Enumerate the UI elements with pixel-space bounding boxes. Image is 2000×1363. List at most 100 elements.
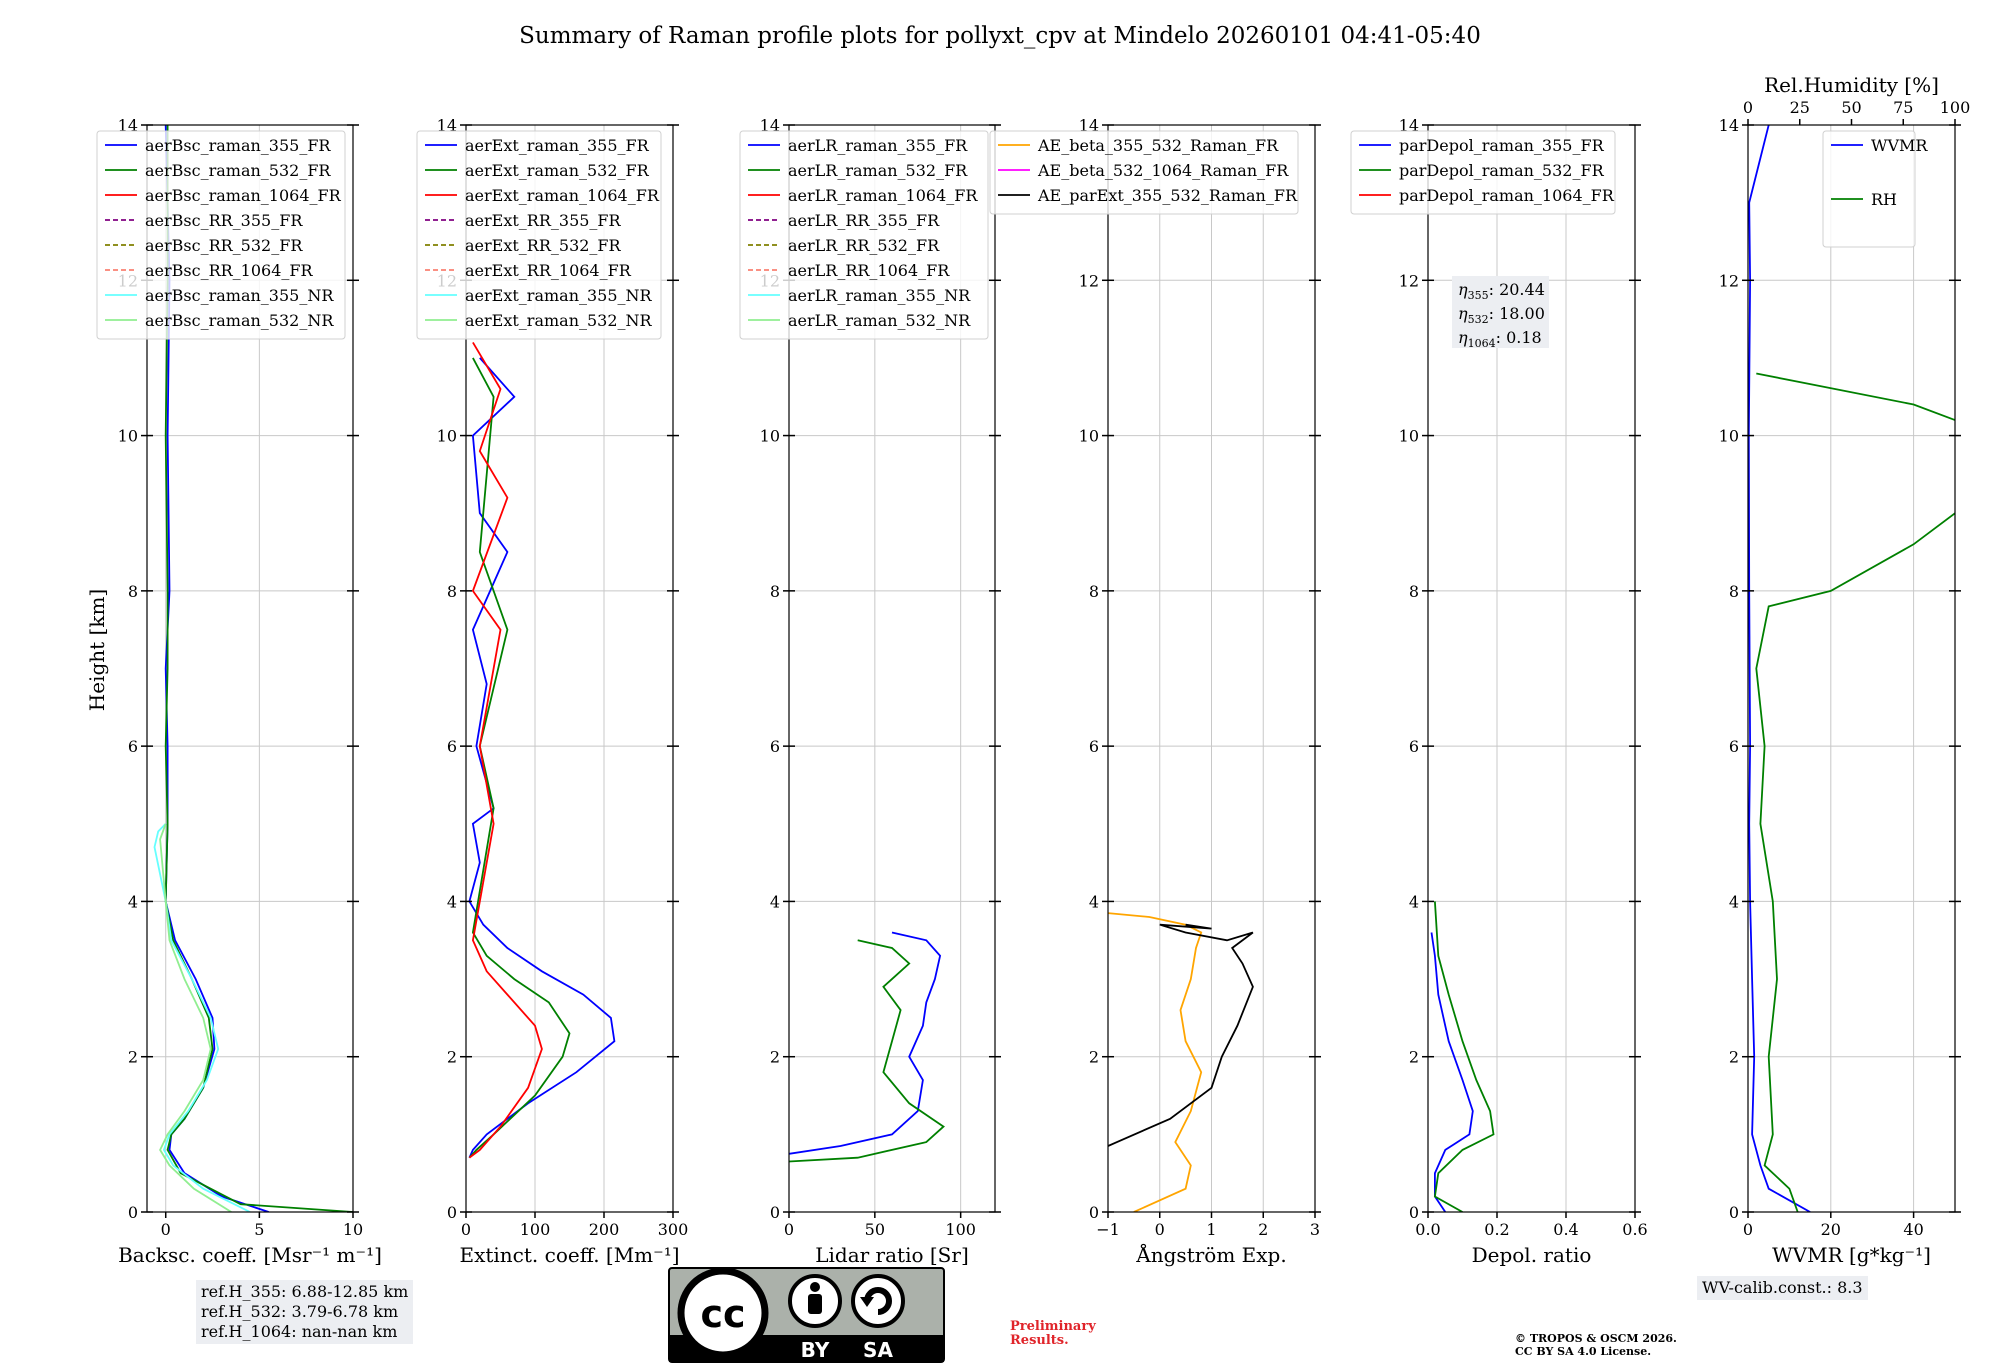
legend-box: [989, 130, 1299, 215]
legend-label: aerBsc_raman_532_FR: [145, 161, 331, 180]
ref-height-1064: ref.H_1064: nan-nan km: [201, 1322, 398, 1341]
axes-frame: [1427, 124, 1636, 1213]
y-tick-label: 10: [1399, 427, 1419, 446]
sa-icon: [851, 1274, 905, 1328]
x-tick-label: 0.2: [1484, 1220, 1509, 1239]
series-line-aerLR_raman_355_FR: [789, 931, 942, 1155]
y-tick-label: 4: [770, 892, 780, 911]
legend-label: aerLR_raman_532_NR: [788, 311, 971, 330]
x-tick-label: 200: [589, 1220, 620, 1239]
cc-icon-text: cc: [700, 1292, 745, 1336]
y-tick-label: 10: [437, 427, 457, 446]
y-tick-label: 2: [447, 1048, 457, 1067]
x-tick-label: 40: [1903, 1220, 1923, 1239]
x-axis-label: Backsc. coeff. [Msr⁻¹ m⁻¹]: [118, 1243, 382, 1267]
y-tick-label: 6: [1409, 737, 1419, 756]
x-tick-label: 0: [1155, 1220, 1165, 1239]
y-tick-label: 8: [1729, 582, 1739, 601]
legend-label: aerLR_RR_532_FR: [788, 236, 940, 255]
series-line-aerExt_raman_532_FR: [468, 357, 571, 1159]
y-tick-label: 12: [1079, 271, 1099, 290]
copyright-line1: © TROPOS & OSCM 2026.: [1515, 1332, 1677, 1345]
x-tick-label: 0: [161, 1220, 171, 1239]
y-tick-label: 14: [1719, 116, 1739, 135]
preliminary-results-note: Preliminary Results.: [1010, 1320, 1096, 1348]
x-tick-label: 0: [784, 1220, 794, 1239]
top-x-tick-label: 75: [1893, 98, 1913, 117]
legend-label: aerBsc_raman_355_FR: [145, 136, 331, 155]
x-tick-label: 50: [865, 1220, 885, 1239]
y-tick-label: 10: [760, 427, 780, 446]
y-tick-label: 8: [1089, 582, 1099, 601]
y-tick-label: 6: [1729, 737, 1739, 756]
series-group: [1748, 125, 1955, 1212]
legend-label: aerExt_raman_355_NR: [465, 286, 653, 305]
y-tick-label: 0: [1409, 1203, 1419, 1222]
sa-label: SA: [863, 1338, 893, 1362]
y-tick-label: 8: [128, 582, 138, 601]
series-group: [1430, 901, 1495, 1212]
series-group: [1108, 912, 1254, 1212]
chart-panel-5: 0 2 4 6 8 10 12 14 0.0 0.2 0.4 0.6 Depol. ratio parDe…: [1350, 116, 1648, 1267]
y-tick-label: 6: [770, 737, 780, 756]
legend-label: aerBsc_raman_355_NR: [145, 286, 334, 305]
y-axis-label: Height [km]: [85, 589, 109, 711]
top-x-tick-label: 0: [1743, 98, 1753, 117]
x-tick-label: 100: [945, 1220, 976, 1239]
x-tick-label: 5: [254, 1220, 264, 1239]
series-line-aerLR_raman_532_FR: [789, 939, 945, 1163]
y-tick-label: 8: [447, 582, 457, 601]
y-tick-label: 2: [770, 1048, 780, 1067]
series-group: [153, 125, 353, 1212]
top-x-tick-label: 25: [1790, 98, 1810, 117]
y-tick-label: 4: [128, 892, 138, 911]
legend-label: aerLR_raman_355_NR: [788, 286, 971, 305]
series-line-RH: [1755, 372, 1955, 1212]
legend-label: aerBsc_RR_355_FR: [145, 211, 303, 230]
legend-label: aerExt_RR_355_FR: [465, 211, 622, 230]
axes-frame: [1747, 124, 1956, 1213]
x-tick-label: 20: [1821, 1220, 1841, 1239]
x-tick-label: 0: [1743, 1220, 1753, 1239]
eta-annotation-box: [1452, 276, 1549, 348]
legend-label: aerLR_raman_355_FR: [788, 136, 968, 155]
y-tick-label: 12: [1719, 271, 1739, 290]
series-line-aerExt_raman_355_FR: [468, 357, 616, 1159]
x-axis-label: WVMR [g*kg⁻¹]: [1772, 1243, 1931, 1267]
y-tick-label: 12: [1399, 271, 1419, 290]
copyright-line2: CC BY SA 4.0 License.: [1515, 1345, 1652, 1358]
legend-label: aerExt_RR_532_FR: [465, 236, 622, 255]
x-axis-label: Depol. ratio: [1472, 1243, 1592, 1267]
legend-label: aerBsc_RR_1064_FR: [145, 261, 314, 280]
x-tick-label: 300: [658, 1220, 689, 1239]
series-line-aerBsc_raman_532_NR: [159, 823, 232, 1212]
y-tick-label: 0: [770, 1203, 780, 1222]
axes-frame: [146, 124, 354, 1213]
y-tick-label: 4: [1089, 892, 1099, 911]
reference-height-box: ref.H_355: 6.88-12.85 km ref.H_532: 3.79…: [196, 1280, 414, 1344]
legend-label: aerExt_raman_355_FR: [465, 136, 650, 155]
y-tick-label: 8: [770, 582, 780, 601]
ref-height-355: ref.H_355: 6.88-12.85 km: [201, 1282, 409, 1301]
x-tick-label: 0.0: [1415, 1220, 1440, 1239]
series-line-AE_parExt_355_532_Raman_FR: [1108, 923, 1254, 1147]
y-tick-label: 8: [1409, 582, 1419, 601]
series-line-parDepol_raman_355_FR: [1430, 932, 1474, 1212]
wv-calib-constant: WV-calib.const.: 8.3: [1702, 1278, 1863, 1297]
legend-label: aerBsc_raman_532_NR: [145, 311, 334, 330]
x-tick-label: 2: [1258, 1220, 1268, 1239]
series-line-AE_beta_355_532_Raman_FR: [1108, 912, 1203, 1212]
by-icon-body: [808, 1294, 822, 1314]
y-tick-label: 2: [1729, 1048, 1739, 1067]
top-x-tick-label: 100: [1940, 98, 1971, 117]
y-tick-label: 14: [1079, 116, 1099, 135]
eta-value-532: η532: 18.00: [1458, 304, 1545, 326]
sa-icon-arrow: [860, 1297, 874, 1307]
legend-label: aerExt_RR_1064_FR: [465, 261, 632, 280]
y-tick-label: 2: [1409, 1048, 1419, 1067]
x-tick-label: 0.6: [1622, 1220, 1647, 1239]
series-group: [468, 341, 616, 1159]
top-x-tick-label: 50: [1841, 98, 1861, 117]
legend-label: aerBsc_RR_532_FR: [145, 236, 303, 255]
